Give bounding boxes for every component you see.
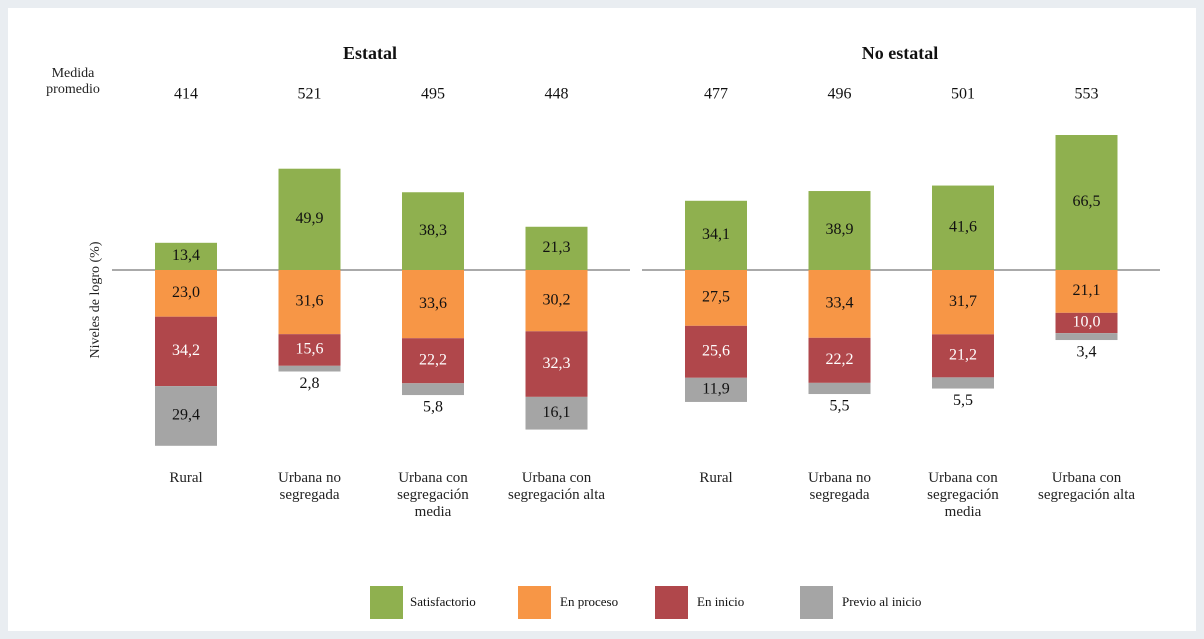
bar-segment bbox=[155, 386, 217, 446]
bar-segment bbox=[402, 338, 464, 384]
value-label: 13,4 bbox=[172, 247, 200, 264]
bar-segment bbox=[932, 334, 994, 378]
mean-score: 448 bbox=[545, 86, 569, 103]
value-label: 33,4 bbox=[826, 295, 854, 312]
bar-segment bbox=[278, 334, 341, 366]
value-label: 5,5 bbox=[830, 398, 850, 415]
y-axis-label: Niveles de logro (%) bbox=[88, 241, 103, 358]
value-label: 29,4 bbox=[172, 407, 200, 424]
value-label: 33,6 bbox=[419, 295, 447, 312]
value-label: 31,7 bbox=[949, 293, 977, 310]
x-tick-label: Urbana no segregada bbox=[278, 470, 341, 503]
mean-score: 553 bbox=[1075, 86, 1099, 103]
value-label: 15,6 bbox=[296, 341, 324, 358]
value-label: 22,2 bbox=[419, 351, 447, 368]
bar-segment bbox=[808, 337, 871, 383]
bar-segment bbox=[685, 325, 747, 378]
bar-segment bbox=[808, 270, 871, 338]
legend-label: En inicio bbox=[697, 594, 744, 609]
bar-segment bbox=[932, 377, 994, 389]
bar-segment bbox=[155, 316, 217, 387]
legend-label: Satisfactorio bbox=[410, 594, 476, 609]
value-label: 5,5 bbox=[953, 392, 973, 409]
legend-swatch bbox=[518, 586, 551, 619]
bar-segment bbox=[525, 331, 588, 397]
value-label: 5,8 bbox=[423, 399, 443, 416]
value-label: 3,4 bbox=[1077, 344, 1097, 361]
group-title: No estatal bbox=[862, 43, 938, 63]
value-label: 32,3 bbox=[543, 355, 571, 372]
value-label: 38,3 bbox=[419, 222, 447, 239]
bar-segment bbox=[808, 382, 871, 395]
value-label: 41,6 bbox=[949, 218, 977, 235]
bar-segment bbox=[278, 168, 341, 270]
bar-segment bbox=[1055, 135, 1118, 270]
x-tick-label: Urbana con segregación alta bbox=[1037, 470, 1136, 503]
bar-segment bbox=[155, 242, 217, 270]
bar-segment bbox=[525, 396, 588, 430]
mean-score: 501 bbox=[951, 86, 975, 103]
value-label: 21,1 bbox=[1073, 282, 1101, 299]
value-label: 22,2 bbox=[826, 351, 854, 368]
value-label: 11,9 bbox=[702, 381, 729, 398]
x-tick-label: Urbana con segregación media bbox=[927, 470, 999, 520]
value-label: 31,6 bbox=[296, 293, 324, 310]
value-label: 34,1 bbox=[702, 226, 730, 243]
value-label: 38,9 bbox=[826, 221, 854, 238]
bar-segment bbox=[685, 270, 747, 326]
legend-swatch bbox=[655, 586, 688, 619]
bar-segment bbox=[1055, 312, 1118, 334]
bar-segment bbox=[402, 270, 464, 339]
bar-segment bbox=[808, 191, 871, 270]
value-label: 66,5 bbox=[1073, 193, 1101, 210]
bar-segment bbox=[278, 270, 341, 335]
value-label: 27,5 bbox=[702, 289, 730, 306]
bar-segment bbox=[685, 377, 747, 402]
legend-label: En proceso bbox=[560, 594, 618, 609]
chart-panel: Niveles de logro (%) Estatal No estatal 41… bbox=[8, 8, 1196, 631]
mean-score: 414 bbox=[174, 86, 198, 103]
mean-score: 496 bbox=[828, 86, 852, 103]
value-label: 21,2 bbox=[949, 347, 977, 364]
mean-score: 495 bbox=[421, 86, 445, 103]
bar-segment bbox=[932, 185, 994, 270]
x-tick-label: Rural bbox=[699, 470, 733, 486]
chart: Niveles de logro (%) Estatal No estatal 41… bbox=[88, 43, 1160, 619]
value-label: 49,9 bbox=[296, 210, 324, 227]
mean-score: 521 bbox=[298, 86, 322, 103]
group-title: Estatal bbox=[343, 43, 397, 63]
value-label: 10,0 bbox=[1073, 314, 1101, 331]
bar-segment bbox=[932, 270, 994, 335]
bar-segment bbox=[685, 200, 747, 270]
x-tick-label: Urbana con segregación media bbox=[397, 470, 469, 520]
value-label: 21,3 bbox=[543, 239, 571, 256]
bar-segment bbox=[1055, 270, 1118, 313]
bar-segment bbox=[155, 270, 217, 317]
bar-segment bbox=[525, 270, 588, 332]
legend-label: Previo al inicio bbox=[842, 594, 921, 609]
value-label: 34,2 bbox=[172, 342, 200, 359]
mean-label: Medida promedio bbox=[46, 66, 100, 97]
x-tick-label: Urbana con segregación alta bbox=[507, 470, 606, 503]
mean-score: 477 bbox=[704, 86, 728, 103]
bar-segment bbox=[525, 226, 588, 270]
bar-segment bbox=[402, 192, 464, 270]
legend-swatch bbox=[370, 586, 403, 619]
value-label: 2,8 bbox=[300, 375, 320, 392]
value-label: 30,2 bbox=[543, 291, 571, 308]
value-label: 25,6 bbox=[702, 342, 730, 359]
bar-segment bbox=[1055, 333, 1118, 341]
x-tick-label: Urbana no segregada bbox=[808, 470, 871, 503]
bar-segment bbox=[278, 365, 341, 372]
bar-segment bbox=[402, 383, 464, 396]
value-label: 16,1 bbox=[543, 404, 571, 421]
legend-swatch bbox=[800, 586, 833, 619]
x-tick-label: Rural bbox=[169, 470, 203, 486]
value-label: 23,0 bbox=[172, 284, 200, 301]
